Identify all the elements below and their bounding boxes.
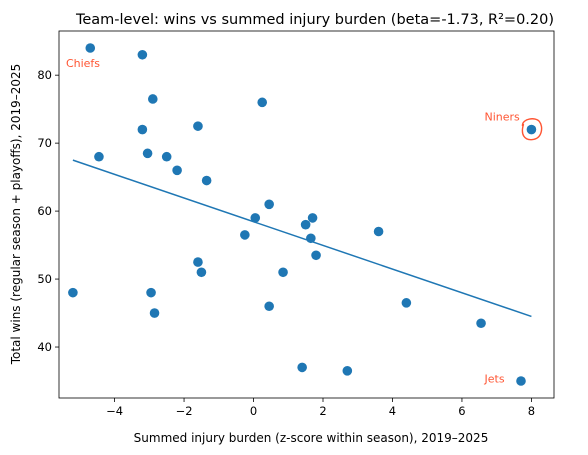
data-point [306, 233, 316, 244]
data-point [300, 219, 311, 230]
data-point [311, 250, 321, 261]
x-tick-label: 6 [458, 404, 465, 418]
y-tick-label: 40 [37, 340, 52, 354]
data-point [342, 366, 353, 376]
data-point [146, 287, 156, 298]
x-tick-label: 4 [389, 404, 396, 418]
x-tick-label: 0 [250, 404, 257, 418]
data-point [94, 151, 104, 162]
x-tick-label: −4 [106, 404, 123, 418]
data-point [149, 308, 160, 318]
data-point [250, 213, 261, 223]
y-tick-label: 80 [37, 68, 52, 82]
data-point [307, 213, 318, 223]
data-point [193, 257, 203, 267]
y-tick-label: 70 [37, 136, 52, 150]
data-point [196, 267, 207, 278]
data-point [201, 175, 212, 186]
data-point [137, 49, 148, 60]
data-point [172, 165, 182, 176]
x-tick-label: 2 [319, 404, 326, 418]
y-tick-label: 50 [37, 272, 52, 286]
data-point [85, 43, 96, 53]
plot-frame [58, 30, 555, 399]
data-point [147, 94, 158, 104]
data-point [137, 124, 148, 135]
plot-area: −4 −2 0 2 4 6 8 40 50 60 70 80 Chiefs Niners Jets [37, 43, 543, 418]
data-point [278, 267, 288, 278]
chart-title: Team-level: wins vs summed injury burden… [75, 12, 554, 28]
data-point [161, 151, 172, 162]
data-point [516, 376, 526, 386]
x-axis-label: Summed injury burden (z-score within sea… [134, 431, 489, 445]
data-point [68, 287, 78, 298]
y-tick-label: 60 [37, 204, 52, 218]
data-point [193, 121, 203, 131]
data-point [264, 199, 274, 210]
team-annotation: Chiefs [66, 57, 100, 70]
team-annotation: Niners [485, 111, 521, 124]
data-point [297, 362, 307, 373]
x-tick-label: 8 [528, 404, 535, 418]
team-annotation: Jets [484, 372, 505, 385]
y-axis-label: Total wins (regular season + playoffs), … [9, 64, 23, 366]
data-point [240, 230, 250, 240]
data-point [526, 124, 537, 135]
data-point [373, 226, 384, 237]
data-point [257, 97, 268, 108]
data-point [142, 148, 153, 159]
data-point [401, 298, 412, 308]
highlight-circle [521, 118, 543, 141]
data-point [476, 318, 486, 329]
regression-line [72, 159, 532, 318]
x-tick-label: −2 [176, 404, 193, 418]
data-point [264, 301, 274, 312]
